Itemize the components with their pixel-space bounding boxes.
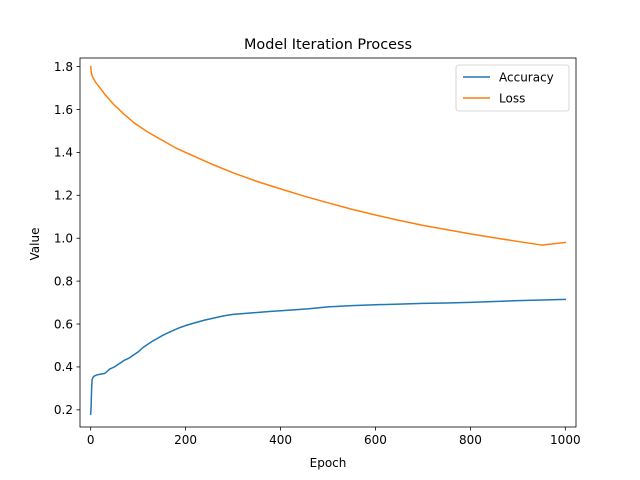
x-tick-label: 200 <box>174 433 197 447</box>
plot-area: 0 200 400 600 800 1000 0.2 0.4 0.6 0.8 1.0 1.2 1.4 1.… <box>54 57 581 447</box>
x-tick-label: 800 <box>459 433 482 447</box>
y-tick-label: 0.2 <box>54 403 73 417</box>
y-tick-label: 1.6 <box>54 103 73 117</box>
chart-title: Model Iteration Process <box>244 37 412 53</box>
legend-label-accuracy: Accuracy <box>499 70 554 84</box>
x-tick-label: 1000 <box>550 433 581 447</box>
y-tick-label: 1.0 <box>54 232 73 246</box>
legend-label-loss: Loss <box>499 91 525 105</box>
x-tick-label: 0 <box>87 433 95 447</box>
x-tick-label: 600 <box>364 433 387 447</box>
y-axis-label: Value <box>28 228 42 261</box>
y-tick-label: 1.2 <box>54 189 73 203</box>
legend: Accuracy Loss <box>455 64 570 112</box>
x-tick-label: 400 <box>269 433 292 447</box>
axes-frame <box>79 57 577 428</box>
y-tick-label: 1.4 <box>54 146 73 160</box>
y-tick-label: 0.6 <box>54 317 73 331</box>
series-line-accuracy <box>89 298 567 415</box>
y-tick-label: 0.4 <box>54 360 73 374</box>
x-axis-label: Epoch <box>310 456 347 470</box>
y-tick-label: 1.8 <box>54 60 73 74</box>
series-line-loss <box>89 65 567 246</box>
y-tick-label: 0.8 <box>54 274 73 288</box>
